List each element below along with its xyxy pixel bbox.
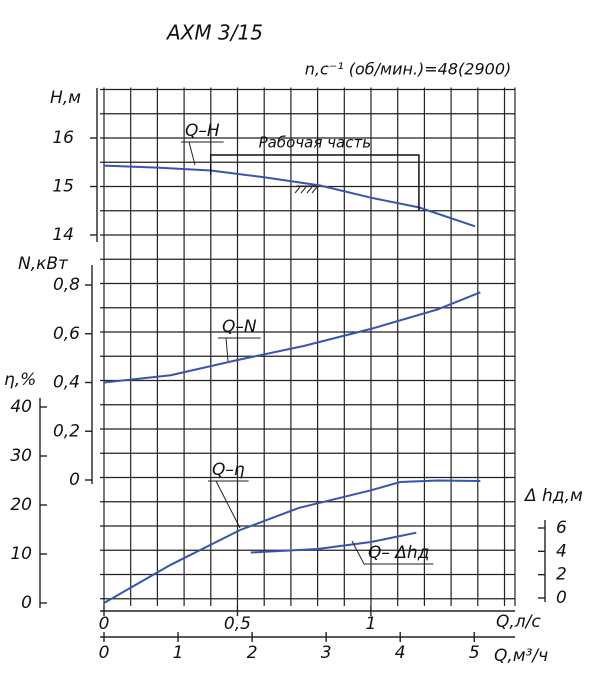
working-range [210,154,420,211]
y-tick-label: 0,4 [53,373,80,393]
leader [215,480,241,529]
y-tick-label: 20 [10,495,32,515]
leader [225,337,229,362]
x-tick-label: 1 [365,614,376,634]
y-tick-label: 15 [52,177,74,197]
leader [188,141,196,166]
x2-tick-label: 5 [469,643,480,663]
x2-axis-label: Q,м³/ч [494,646,548,666]
y-tick-label: 2 [556,565,567,585]
y-axis-label: H,м [50,88,81,108]
curve-label: Q–H [185,121,220,141]
curve [103,291,481,384]
y-tick-label: 16 [52,128,74,148]
curve-label: Q–N [222,317,257,337]
x2-tick-label: 3 [321,643,332,663]
y-tick-label: 0,8 [53,275,80,295]
chart-subtitle: n,c⁻¹ (об/мин.)=48(2900) [305,60,511,79]
y-tick-label: 30 [10,446,32,466]
curve [103,164,476,228]
curve [250,531,417,554]
y-tick-label: 14 [52,225,74,245]
y-tick-label: 0 [69,470,80,490]
leader [351,540,365,565]
y-tick-label: 6 [556,518,567,538]
x-axis-label: Q,л/с [496,612,541,632]
x2-tick-label: 2 [247,643,258,663]
curve [103,479,481,604]
y-tick-label: 0,2 [53,421,80,441]
y-axis-label: Δ hд,м [523,486,583,506]
y-axis-label: η,% [4,370,36,390]
y-tick-label: 0,6 [53,324,80,344]
x-tick-label: 0,5 [224,614,251,634]
y-tick-label: 4 [556,541,567,561]
y-tick-label: 10 [10,544,32,564]
curve-label: Q– Δhд [368,543,429,563]
x2-tick-label: 1 [173,643,184,663]
y-tick-label: 40 [10,397,32,417]
curve-label: Q–η [212,460,245,480]
x2-tick-label: 0 [99,643,110,663]
x-tick-label: 0 [99,614,110,634]
chart-title: АХМ 3/15 [165,21,263,45]
y-tick-label: 0 [21,593,32,613]
y-axis-label: N,кВт [18,254,69,274]
x2-tick-label: 4 [395,643,406,663]
y-tick-label: 0 [556,588,567,608]
annotation: Рабочая часть [259,134,371,152]
